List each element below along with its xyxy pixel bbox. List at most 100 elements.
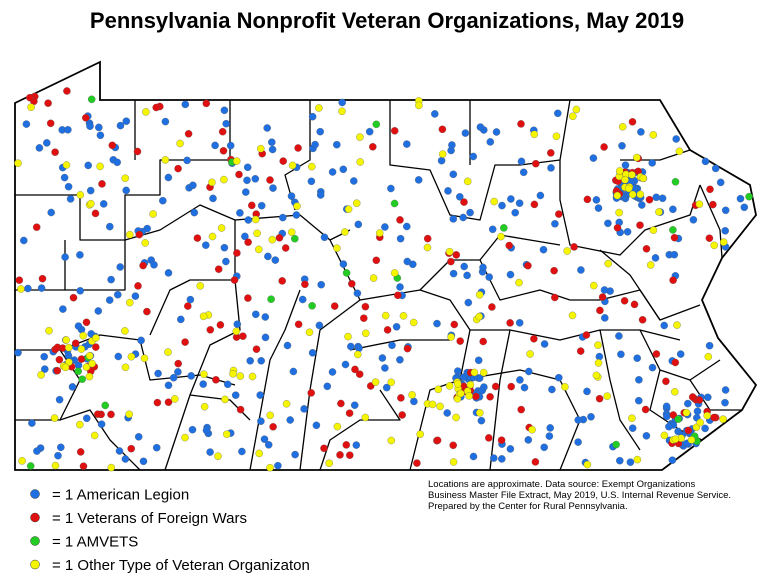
organization-dot — [531, 458, 540, 466]
organization-dot — [301, 280, 309, 289]
organization-dot — [618, 142, 626, 150]
organization-dot — [528, 425, 536, 434]
legend-dot — [30, 512, 40, 523]
legend-label: = 1 AMVETS — [52, 534, 138, 551]
organization-dot — [315, 104, 323, 112]
organization-dot — [371, 378, 380, 386]
organization-dot — [515, 199, 524, 207]
organization-dot — [655, 208, 663, 216]
organization-dot — [76, 251, 84, 259]
organization-dot — [315, 321, 324, 330]
organization-dot — [410, 397, 418, 406]
organization-dot — [244, 294, 252, 302]
organization-dot — [183, 156, 191, 165]
organization-dot — [554, 109, 562, 118]
organization-dot — [292, 211, 301, 219]
organization-dot — [589, 154, 598, 162]
organization-dot — [85, 352, 94, 360]
organization-dot — [143, 307, 151, 316]
note-line: Prepared by the Center for Rural Pennsyl… — [428, 501, 628, 512]
organization-dot — [193, 234, 202, 242]
organization-dot — [705, 234, 714, 242]
organization-dot — [64, 126, 72, 134]
organization-dot — [507, 195, 515, 203]
organization-dot — [594, 204, 603, 212]
organization-dot — [257, 417, 265, 425]
organization-dot — [530, 130, 539, 139]
organization-dot — [122, 117, 131, 125]
organization-dot — [243, 163, 252, 172]
organization-dot — [638, 201, 646, 209]
organization-dot — [246, 357, 254, 365]
organization-dot — [62, 336, 70, 344]
organization-dot — [187, 372, 195, 380]
organization-dot — [202, 426, 211, 435]
organization-dot — [271, 256, 280, 264]
organization-dot — [356, 133, 364, 141]
organization-dot — [97, 420, 106, 428]
organization-dot — [220, 243, 229, 252]
organization-dot — [369, 274, 378, 282]
organization-dot — [33, 447, 41, 455]
organization-dot — [628, 424, 637, 432]
organization-dot — [114, 290, 122, 299]
organization-dot — [344, 332, 352, 341]
legend-dot — [30, 536, 40, 546]
organization-dot — [684, 426, 693, 435]
organization-dot — [177, 315, 185, 324]
organization-dot — [616, 456, 624, 465]
organization-dot — [500, 224, 508, 232]
organization-dot — [68, 383, 77, 391]
organization-dot — [222, 119, 230, 128]
organization-dot — [403, 344, 412, 353]
organization-dot — [200, 370, 208, 378]
organization-dot — [40, 352, 48, 361]
organization-dot — [719, 238, 728, 246]
organization-dot — [275, 234, 284, 242]
organization-dot — [152, 103, 160, 112]
organization-dot — [286, 416, 294, 424]
organization-dot — [626, 458, 635, 466]
organization-dot — [574, 438, 582, 446]
organization-dot — [354, 220, 363, 229]
organization-dot — [164, 348, 172, 356]
legend-label: = 1 Veterans of Foreign Wars — [52, 510, 247, 527]
organization-dot — [604, 259, 612, 268]
organization-dot — [360, 314, 368, 322]
organization-dot — [396, 283, 404, 291]
organization-dot — [449, 458, 458, 466]
organization-dot — [548, 385, 556, 394]
organization-dot — [92, 334, 100, 342]
organization-dot — [231, 391, 240, 399]
organization-dot — [316, 191, 325, 199]
organization-dot — [238, 447, 246, 456]
organization-dot — [641, 405, 650, 414]
organization-dot — [613, 224, 622, 232]
organization-dot — [669, 276, 677, 284]
organization-dot — [78, 375, 86, 383]
organization-dot — [598, 293, 607, 301]
organization-dot — [116, 263, 124, 271]
organization-dot — [688, 393, 697, 401]
organization-dot — [121, 455, 130, 463]
organization-dot — [142, 108, 150, 116]
organization-dot — [475, 291, 484, 299]
organization-dot — [506, 319, 514, 327]
organization-dot — [673, 321, 681, 329]
organization-dot — [517, 120, 525, 128]
map-title: Pennsylvania Nonprofit Veteran Organizat… — [90, 8, 684, 33]
organization-dot — [645, 195, 654, 204]
organization-dot — [328, 168, 337, 176]
organization-dot — [396, 216, 404, 224]
organization-dot — [257, 144, 265, 153]
organization-dot — [76, 448, 85, 456]
organization-dot — [107, 463, 116, 472]
organization-dot — [217, 224, 226, 232]
organization-dot — [15, 276, 24, 284]
organization-dot — [98, 180, 106, 188]
organization-dot — [633, 354, 641, 362]
organization-dot — [387, 184, 395, 193]
organization-dot — [460, 262, 468, 271]
organization-dot — [263, 124, 271, 132]
organization-dot — [255, 245, 263, 254]
